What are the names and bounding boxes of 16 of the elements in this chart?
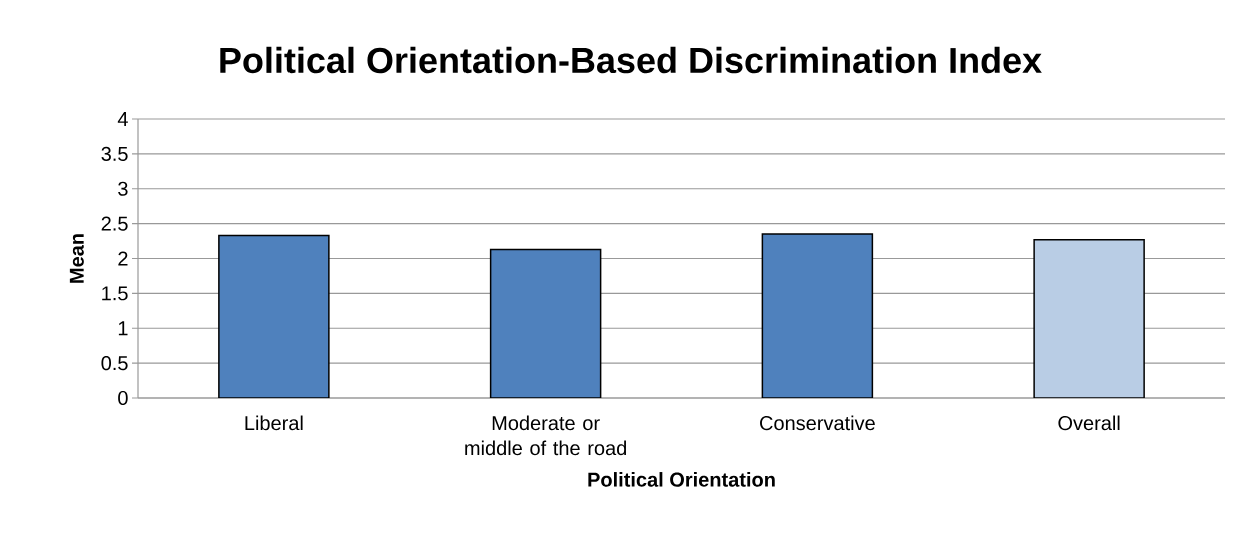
y-tick-label: 0.5 [101,356,128,371]
y-tick-label: 0 [118,390,128,406]
y-tick-label: 4 [117,112,128,126]
y-tick-label: 2.5 [101,216,128,231]
y-axis-title: Mean [69,234,84,283]
y-tick-label: 1.5 [102,286,128,301]
x-tick-label: Moderate or middle of the road [465,415,626,456]
y-tick-label: 2 [118,251,128,266]
x-tick-label: Liberal [245,415,303,431]
chart-title: Political Orientation-Based Discrimination Index [220,46,1042,74]
y-tick-label: 1 [118,321,128,336]
y-tick-label: 3 [118,181,128,196]
y-tick-label: 3.5 [101,146,128,161]
x-tick-label: Conservative [760,415,875,431]
x-axis-title: Political Orientation [588,472,775,487]
x-tick-label: Overall [1058,415,1120,431]
